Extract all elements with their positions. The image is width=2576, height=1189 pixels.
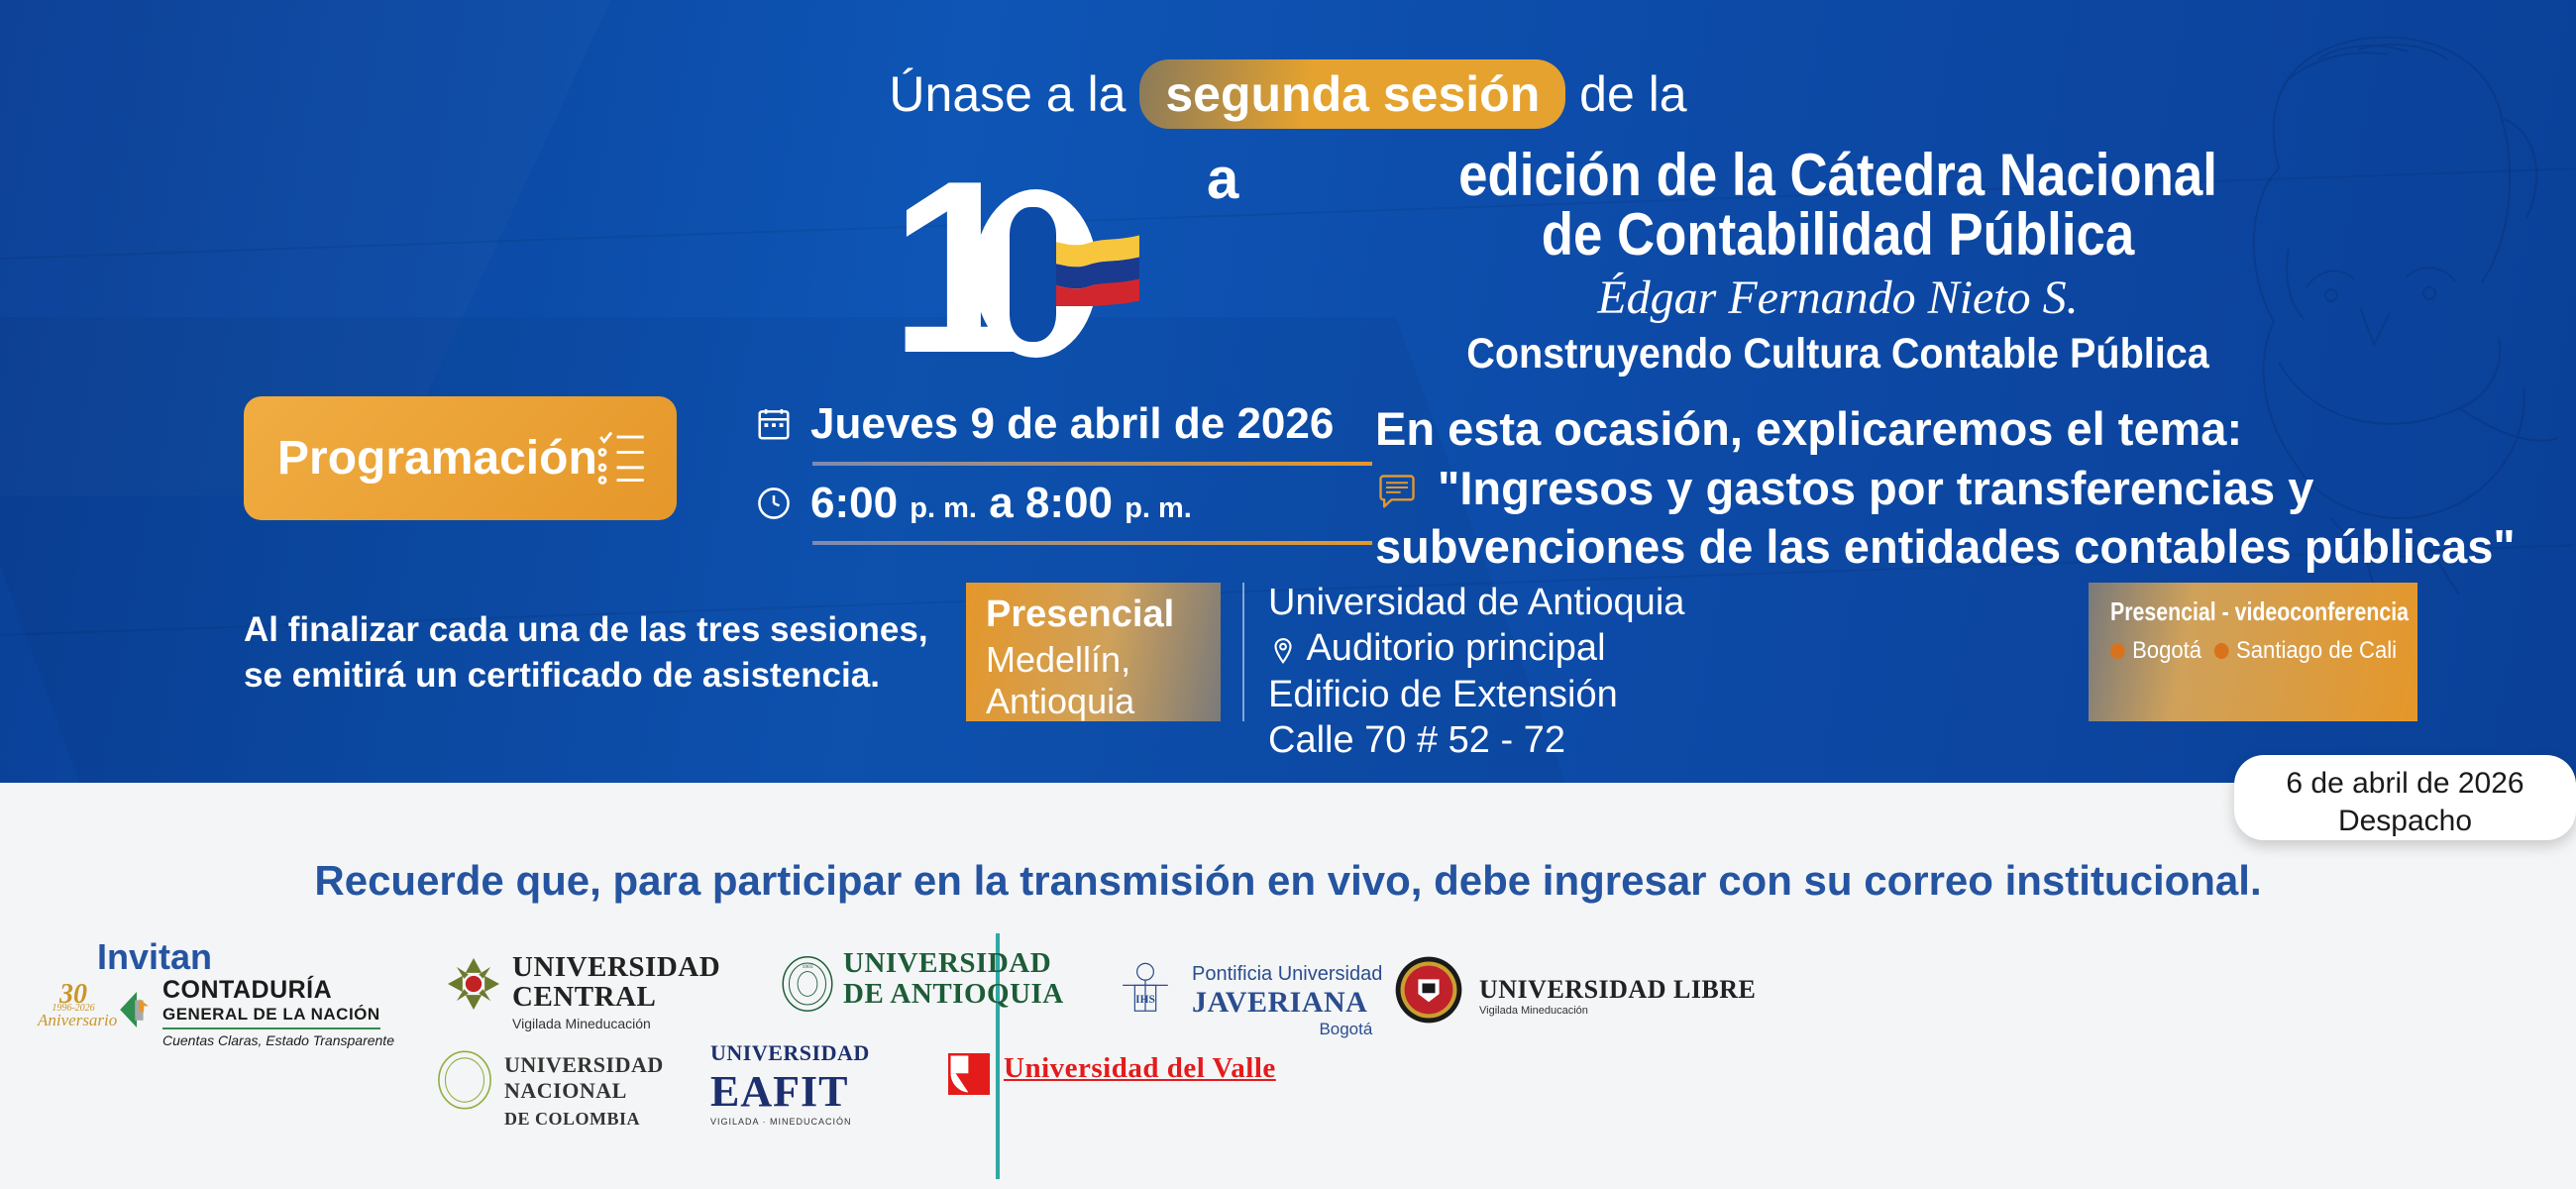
svg-text:IHS: IHS xyxy=(1135,994,1155,1006)
svg-text:1803: 1803 xyxy=(802,964,812,970)
